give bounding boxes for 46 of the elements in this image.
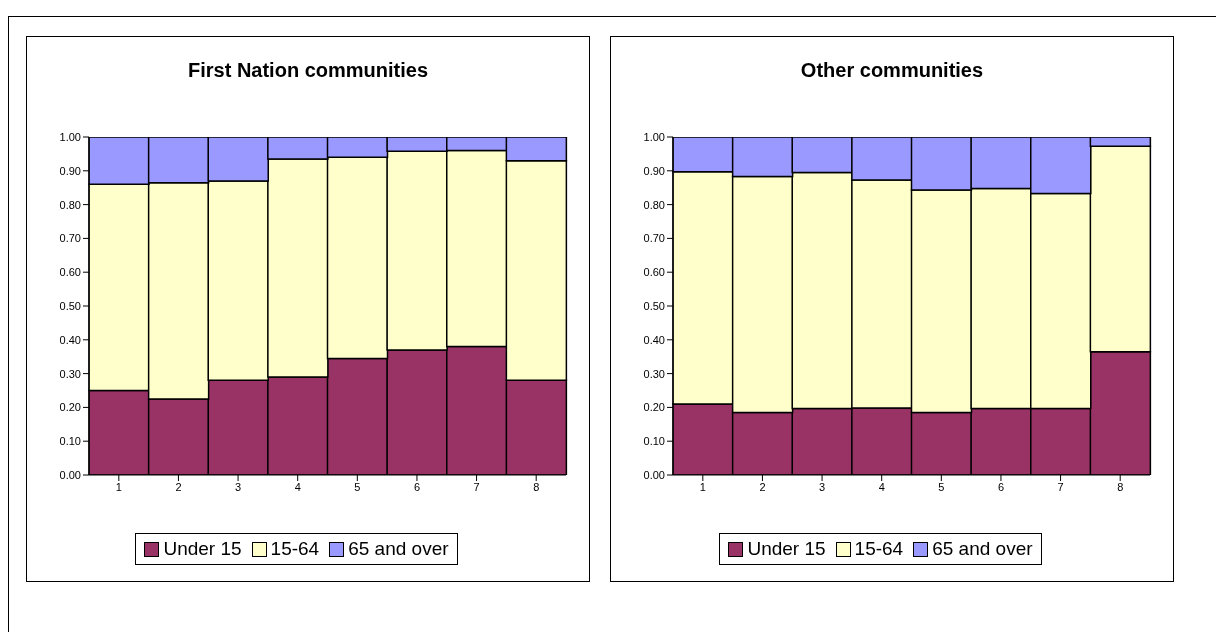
- y-tick-label: 0.10: [59, 435, 81, 448]
- x-tick-label: 1: [115, 480, 122, 493]
- y-tick-label: 0.60: [643, 266, 665, 279]
- legend-label: 65 and over: [931, 538, 1033, 560]
- legend-label: Under 15: [162, 538, 242, 560]
- y-tick-label: 0.70: [643, 232, 665, 245]
- y-tick-label: 0.30: [59, 367, 81, 380]
- y-tick-label: 1.00: [643, 130, 665, 143]
- x-tick-label: 4: [878, 480, 885, 493]
- legend-label: 15-64: [269, 538, 320, 560]
- y-tick-label: 0.40: [643, 333, 665, 346]
- x-tick-label: 8: [1117, 480, 1124, 493]
- y-tick-label: 0.50: [59, 299, 81, 312]
- chart-title: Other communities: [799, 59, 985, 82]
- x-tick-label: 7: [1057, 480, 1064, 493]
- x-tick-label: 6: [413, 480, 420, 493]
- y-tick-label: 0.90: [59, 164, 81, 177]
- x-tick-label: 2: [175, 480, 182, 493]
- y-tick-label: 0.80: [643, 198, 665, 211]
- y-tick-label: 0.20: [59, 401, 81, 414]
- legend-label: 15-64: [853, 538, 904, 560]
- y-tick-label: 0.00: [59, 468, 81, 481]
- y-tick-label: 1.00: [59, 130, 81, 143]
- x-tick-label: 8: [533, 480, 540, 493]
- y-tick-label: 0.50: [643, 299, 665, 312]
- x-tick-label: 5: [354, 480, 361, 493]
- x-tick-label: 6: [997, 480, 1004, 493]
- x-tick-label: 1: [699, 480, 706, 493]
- x-tick-label: 2: [759, 480, 766, 493]
- y-tick-label: 0.30: [643, 367, 665, 380]
- x-tick-label: 3: [819, 480, 826, 493]
- x-tick-label: 5: [938, 480, 945, 493]
- x-tick-label: 7: [473, 480, 480, 493]
- y-tick-label: 0.90: [643, 164, 665, 177]
- chart-title: First Nation communities: [187, 59, 429, 82]
- y-tick-label: 0.20: [643, 401, 665, 414]
- x-tick-label: 4: [294, 480, 301, 493]
- y-tick-label: 0.60: [59, 266, 81, 279]
- legend-label: 65 and over: [347, 538, 449, 560]
- y-tick-label: 0.00: [643, 468, 665, 481]
- y-tick-label: 0.70: [59, 232, 81, 245]
- y-tick-label: 0.40: [59, 333, 81, 346]
- x-tick-label: 3: [235, 480, 242, 493]
- y-tick-label: 0.10: [643, 435, 665, 448]
- y-tick-label: 0.80: [59, 198, 81, 211]
- legend-label: Under 15: [746, 538, 826, 560]
